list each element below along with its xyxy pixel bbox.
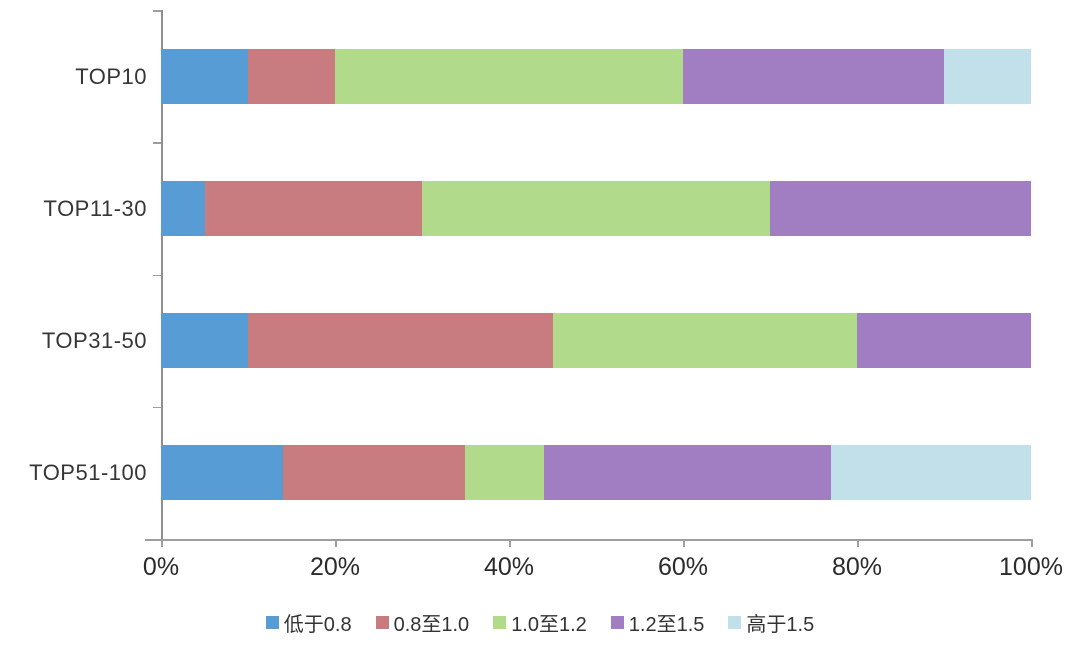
x-axis-tick	[683, 539, 685, 547]
bar-segment	[204, 180, 422, 236]
x-axis-tick	[509, 539, 511, 547]
legend-item: 0.8至1.0	[375, 608, 470, 637]
y-axis-tick	[153, 274, 161, 276]
x-axis-tick	[1031, 539, 1033, 547]
bar-segment	[857, 313, 1031, 369]
x-axis-tick-label: 20%	[309, 553, 361, 581]
legend: 低于0.8 0.8至1.0 1.0至1.2 1.2至1.5 高于1.5	[0, 608, 1080, 637]
legend-label: 0.8至1.0	[393, 614, 470, 636]
legend-item: 1.2至1.5	[610, 608, 705, 637]
legend-label: 高于1.5	[746, 614, 815, 636]
y-axis-tick	[153, 406, 161, 409]
x-axis-tick-label: 60%	[657, 553, 709, 581]
y-axis-label: TOP10	[75, 63, 147, 89]
bar-row-top11-30	[161, 180, 1031, 236]
bar-segment	[683, 48, 944, 104]
bar-segment	[248, 313, 553, 369]
bar-segment	[161, 445, 283, 501]
legend-label: 1.2至1.5	[628, 614, 705, 636]
bar-segment	[282, 445, 466, 501]
bar-segment	[161, 313, 248, 369]
bar-segment	[465, 445, 544, 501]
x-axis-tick-label: 0%	[142, 553, 180, 581]
x-axis-tick	[161, 539, 163, 547]
legend-swatch	[610, 616, 624, 629]
y-axis-label: TOP51-100	[29, 460, 147, 486]
bar-segment	[944, 48, 1031, 104]
bar-segment	[248, 48, 335, 104]
bar-segment	[161, 180, 205, 236]
y-axis-tick	[153, 10, 161, 12]
legend-swatch	[728, 616, 742, 629]
bar-row-top51-100	[161, 445, 1031, 501]
legend-swatch	[265, 616, 279, 629]
bar-segment	[770, 180, 1031, 236]
bar-row-top31-50	[161, 313, 1031, 369]
legend-swatch	[375, 616, 389, 629]
x-axis-tick-label: 40%	[483, 553, 535, 581]
y-axis-line	[161, 10, 163, 539]
bar-segment	[552, 313, 857, 369]
bar-segment	[335, 48, 683, 104]
x-axis-tick	[335, 539, 337, 547]
legend-item: 低于0.8	[265, 608, 352, 637]
legend-label: 1.0至1.2	[511, 614, 587, 636]
x-axis-tick-label: 80%	[831, 553, 883, 581]
bar-segment	[422, 180, 770, 236]
y-axis-label: TOP31-50	[41, 328, 147, 354]
x-axis-tick-label: 100%	[999, 553, 1063, 581]
x-axis-tick	[857, 539, 859, 547]
legend-item: 高于1.5	[728, 608, 814, 637]
bar-segment	[830, 445, 1031, 501]
legend-swatch	[493, 616, 507, 629]
legend-item: 1.0至1.2	[493, 608, 587, 637]
bar-segment	[543, 445, 831, 501]
bar-segment	[161, 48, 248, 104]
bar-row-top10	[161, 48, 1031, 104]
y-axis-label: TOP11-30	[43, 195, 147, 221]
x-axis-line	[145, 539, 1031, 541]
y-axis-tick	[153, 142, 161, 144]
legend-label: 低于0.8	[283, 614, 352, 636]
